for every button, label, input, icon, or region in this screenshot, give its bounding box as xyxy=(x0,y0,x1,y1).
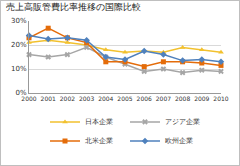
svg-text:2008: 2008 xyxy=(175,95,190,102)
svg-text:2010: 2010 xyxy=(213,95,228,102)
svg-text:2001: 2001 xyxy=(41,95,56,102)
svg-text:2005: 2005 xyxy=(117,95,132,102)
svg-text:2003: 2003 xyxy=(79,95,94,102)
svg-text:アジア企業: アジア企業 xyxy=(165,118,200,126)
svg-text:2007: 2007 xyxy=(156,95,171,102)
svg-text:日本企業: 日本企業 xyxy=(85,118,113,126)
svg-text:売上高販管費比率推移の国際比較: 売上高販管費比率推移の国際比較 xyxy=(6,2,141,12)
svg-text:20%: 20% xyxy=(11,41,27,49)
svg-text:欧州企業: 欧州企業 xyxy=(165,137,193,145)
svg-text:2004: 2004 xyxy=(98,95,113,102)
svg-text:0%: 0% xyxy=(15,89,26,97)
svg-text:2006: 2006 xyxy=(137,95,152,102)
svg-text:2000: 2000 xyxy=(21,95,36,102)
svg-text:10%: 10% xyxy=(11,65,27,73)
svg-text:30%: 30% xyxy=(11,17,27,25)
svg-text:北米企業: 北米企業 xyxy=(85,137,113,145)
svg-text:2002: 2002 xyxy=(60,95,75,102)
svg-text:2009: 2009 xyxy=(194,95,209,102)
